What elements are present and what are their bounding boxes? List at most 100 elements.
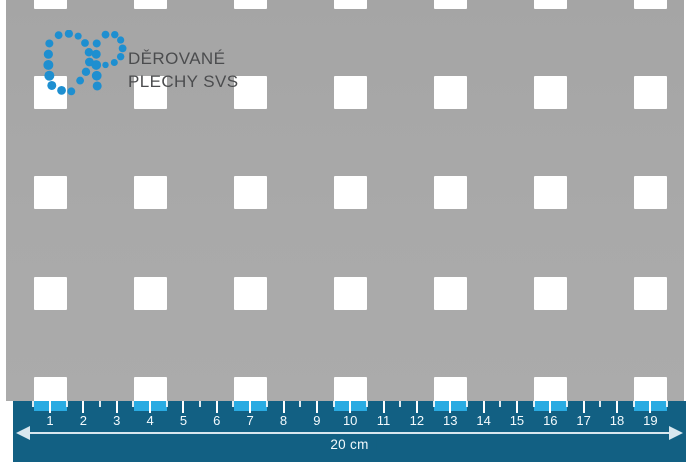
plate-hole: [533, 276, 567, 310]
ruler-number: 9: [313, 413, 321, 428]
ruler-tick: [182, 401, 185, 413]
ruler-tick: [582, 401, 585, 413]
ruler-halftick: [99, 401, 102, 407]
ruler-halftick: [532, 401, 535, 407]
ruler-tick: [282, 401, 285, 413]
logo-text: DĚROVANÉ PLECHY SVS: [128, 47, 268, 93]
plate-hole: [333, 376, 367, 401]
ruler-tick: [249, 401, 252, 413]
ruler-number: 2: [79, 413, 87, 428]
plate-hole: [533, 0, 567, 9]
ruler-tick: [515, 401, 518, 413]
plate-hole: [233, 276, 267, 310]
ruler-tick: [315, 401, 318, 413]
dp-dot-monogram-icon: [43, 30, 127, 96]
ruler-halftick: [666, 401, 669, 407]
ruler-number: 5: [179, 413, 188, 428]
ruler-tick: [382, 401, 385, 413]
ruler-number: 17: [576, 413, 591, 428]
ruler-number: 6: [213, 413, 221, 428]
ruler-tick: [449, 401, 452, 413]
ruler-halftick: [632, 401, 635, 407]
ruler-number: 3: [113, 413, 121, 428]
plate-hole: [333, 76, 367, 109]
plate-hole: [133, 376, 167, 401]
plate-hole: [433, 376, 467, 401]
plate-hole: [133, 76, 167, 109]
ruler-tick: [215, 401, 218, 413]
ruler-number: 19: [643, 413, 658, 428]
ruler-number: 16: [543, 413, 558, 428]
ruler-halftick: [299, 401, 302, 407]
ruler-length-label: 20 cm: [322, 437, 377, 452]
logo-text-line2: PLECHY SVS: [128, 72, 239, 91]
plate-hole: [633, 0, 667, 9]
plate-hole: [633, 176, 667, 210]
plate-hole: [233, 76, 267, 109]
ruler-number: 8: [279, 413, 288, 428]
ruler-halftick: [432, 401, 435, 407]
ruler-halftick: [232, 401, 235, 407]
plate-hole: [533, 76, 567, 109]
ruler-span-line: [28, 432, 671, 434]
ruler-tick: [49, 401, 52, 413]
plate-hole: [333, 0, 367, 9]
ruler-halftick: [599, 401, 602, 407]
ruler-tick: [349, 401, 352, 413]
ruler-tick: [616, 401, 618, 413]
ruler-halftick: [265, 401, 268, 407]
ruler-tick: [649, 401, 652, 413]
plate-hole: [433, 176, 467, 210]
ruler-number: 7: [246, 413, 254, 428]
plate-hole: [633, 76, 667, 109]
ruler-number: 11: [376, 413, 391, 428]
ruler-number: 10: [342, 413, 358, 428]
plate-hole: [333, 176, 367, 210]
ruler-halftick: [565, 401, 568, 407]
plate-hole: [133, 176, 167, 210]
plate-hole: [33, 0, 67, 9]
ruler-halftick: [499, 401, 502, 407]
plate-hole: [533, 376, 567, 401]
logo: DĚROVANÉ PLECHY SVS: [43, 30, 238, 96]
plate-hole: [233, 376, 267, 401]
ruler-number: 13: [443, 413, 458, 428]
plate-hole: [633, 376, 667, 401]
logo-text-line1: DĚROVANÉ: [128, 49, 226, 68]
ruler-halftick: [465, 401, 468, 407]
ruler-tick: [115, 401, 118, 413]
ruler-halftick: [165, 401, 168, 407]
ruler-halftick: [32, 401, 35, 407]
plate-hole: [133, 276, 167, 310]
plate-hole: [33, 176, 67, 210]
ruler-number: 18: [609, 413, 625, 428]
plate-hole: [33, 276, 67, 310]
ruler-number: 1: [46, 413, 54, 428]
plate-hole: [433, 76, 467, 109]
ruler-halftick: [365, 401, 368, 407]
ruler-number: 14: [476, 413, 491, 428]
ruler: 20 cm 1 2 3 4 5 6 7 8 9 10 11 12 13 14 15 16 17 18 19: [13, 401, 686, 462]
plate: [6, 0, 684, 401]
plate-hole: [333, 276, 367, 310]
plate-hole: [633, 276, 667, 310]
ruler-tick: [149, 401, 152, 413]
ruler-halftick: [399, 401, 402, 407]
plate-hole: [433, 0, 467, 9]
ruler-halftick: [199, 401, 202, 407]
arrow-right-icon: [669, 426, 683, 440]
plate-hole: [33, 376, 67, 401]
ruler-number: 15: [509, 413, 525, 428]
plate-hole: [133, 0, 167, 9]
ruler-halftick: [332, 401, 335, 407]
arrow-left-icon: [16, 426, 30, 440]
ruler-number: 4: [146, 413, 154, 428]
plate-hole: [233, 0, 267, 9]
ruler-tick: [415, 401, 418, 413]
ruler-number: 12: [409, 413, 425, 428]
plate-hole: [433, 276, 467, 310]
plate-hole: [233, 176, 267, 210]
plate-hole: [533, 176, 567, 210]
ruler-tick: [82, 401, 85, 413]
